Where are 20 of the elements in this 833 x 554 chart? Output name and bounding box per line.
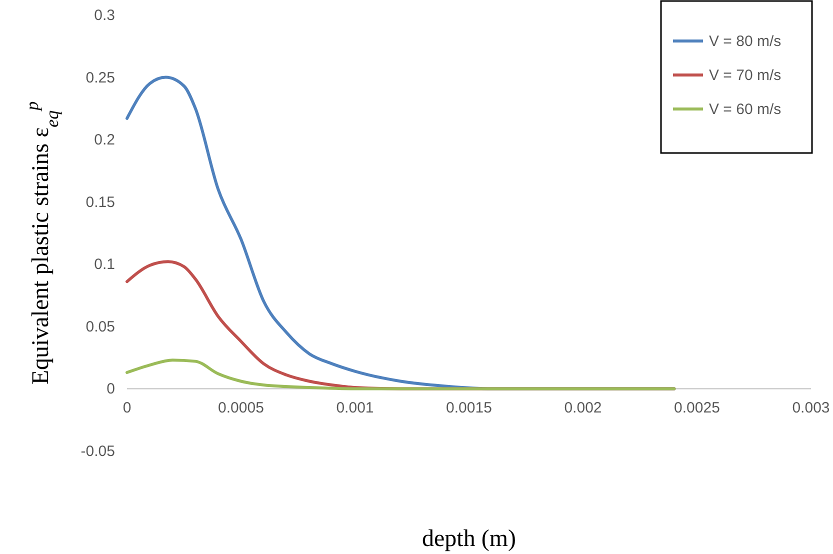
y-tick-label: 0 <box>106 380 115 398</box>
y-tick-label: 0.05 <box>86 318 115 336</box>
y-tick-label: 0.15 <box>86 194 115 211</box>
legend-label: V = 60 m/s <box>709 101 782 118</box>
x-axis-title: depth (m) <box>422 526 516 552</box>
y-tick-label: -0.05 <box>80 443 115 460</box>
y-tick-label: 0.1 <box>94 256 115 274</box>
legend-label: V = 70 m/s <box>709 67 782 84</box>
x-tick-label: 0 <box>122 400 132 417</box>
x-tick-label: 0.003 <box>792 400 830 417</box>
x-tick-label: 0.002 <box>564 400 602 417</box>
line-series <box>126 358 676 390</box>
legend-label: V = 80 m/s <box>709 33 782 50</box>
y-tick-label: 0.25 <box>86 69 115 86</box>
x-tick-label: 0.0005 <box>218 400 264 417</box>
x-tick-label: 0.0015 <box>446 400 492 417</box>
y-tick-label: 0.2 <box>94 132 115 149</box>
y-tick-label: 0.3 <box>94 7 115 24</box>
x-tick-label: 0.0025 <box>674 400 720 417</box>
x-tick-label: 0.001 <box>336 400 374 417</box>
